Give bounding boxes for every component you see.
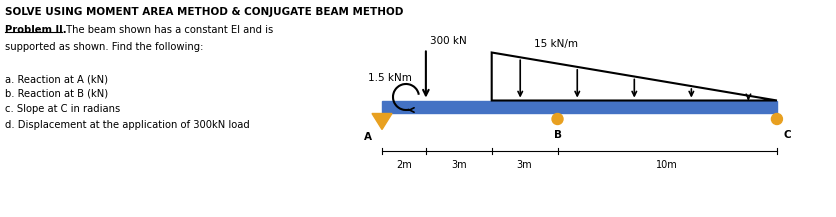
Text: SOLVE USING MOMENT AREA METHOD & CONJUGATE BEAM METHOD: SOLVE USING MOMENT AREA METHOD & CONJUGA… (5, 7, 403, 17)
Text: supported as shown. Find the following:: supported as shown. Find the following: (5, 42, 203, 52)
Text: 1.5 kNm: 1.5 kNm (368, 73, 411, 83)
Text: 15 kN/m: 15 kN/m (533, 38, 577, 49)
Text: C: C (782, 130, 790, 140)
Text: 10m: 10m (655, 159, 677, 169)
Text: Problem II.: Problem II. (5, 25, 67, 35)
Text: b. Reaction at B (kN): b. Reaction at B (kN) (5, 89, 108, 99)
Text: The beam shown has a constant EI and is: The beam shown has a constant EI and is (63, 25, 273, 35)
Text: 2m: 2m (395, 159, 411, 169)
Polygon shape (371, 113, 391, 130)
Circle shape (552, 113, 563, 125)
Text: c. Slope at C in radians: c. Slope at C in radians (5, 104, 120, 114)
Bar (381, 100, 776, 113)
Text: 300 kN: 300 kN (430, 36, 466, 46)
Text: d. Displacement at the application of 300kN load: d. Displacement at the application of 30… (5, 120, 249, 130)
Circle shape (771, 113, 782, 125)
Text: 3m: 3m (451, 159, 466, 169)
Text: A: A (364, 132, 371, 141)
Text: a. Reaction at A (kN): a. Reaction at A (kN) (5, 74, 108, 84)
Text: B: B (553, 130, 561, 140)
Text: 3m: 3m (516, 159, 532, 169)
